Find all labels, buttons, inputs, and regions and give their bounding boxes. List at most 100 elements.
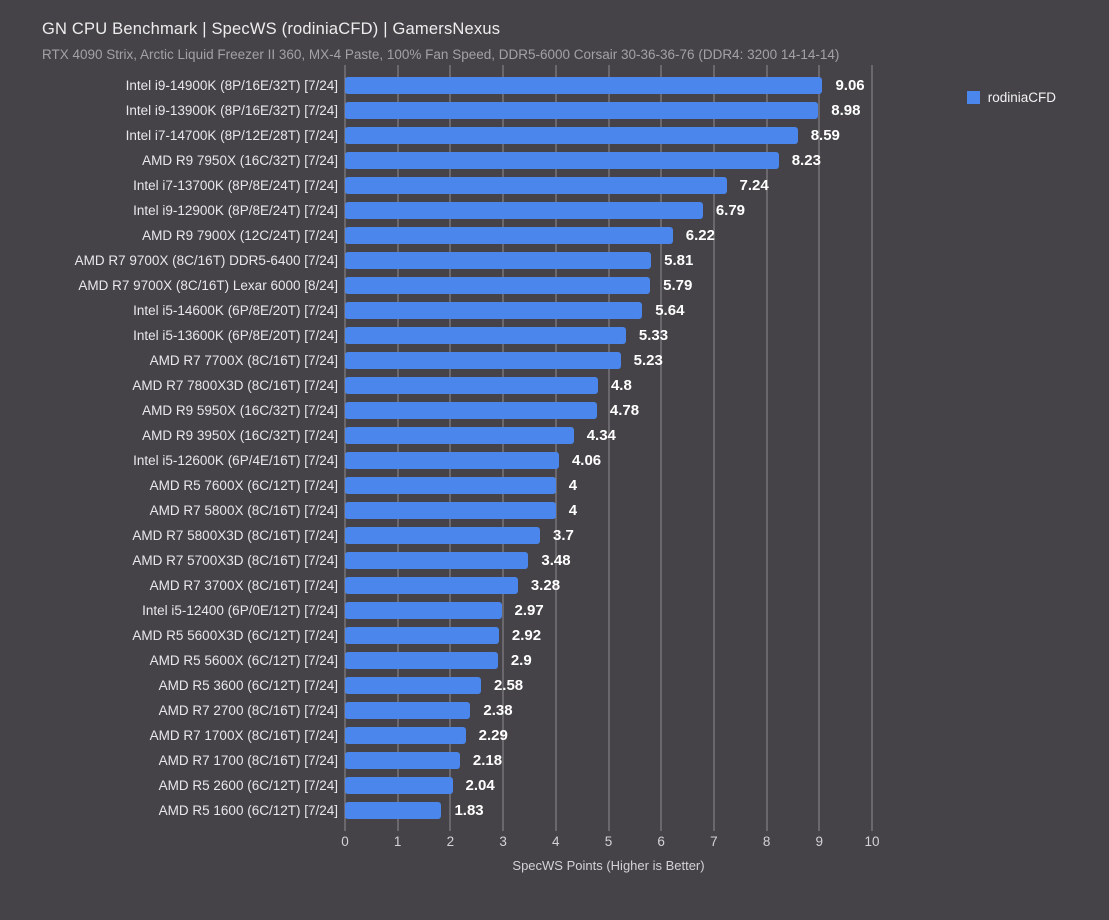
- bar-row: AMD R5 2600 (6C/12T) [7/24] 2.04: [0, 773, 1109, 798]
- bar-row: AMD R7 3700X (8C/16T) [7/24] 3.28: [0, 573, 1109, 598]
- bar-row: AMD R9 5950X (16C/32T) [7/24] 4.78: [0, 398, 1109, 423]
- value-label: 7.24: [739, 177, 769, 194]
- bar-row: AMD R7 5700X3D (8C/16T) [7/24] 3.48: [0, 548, 1109, 573]
- category-label: AMD R5 2600 (6C/12T) [7/24]: [158, 778, 338, 793]
- bar-row: Intel i7-14700K (8P/12E/28T) [7/24] 8.59: [0, 123, 1109, 148]
- category-label: AMD R9 5950X (16C/32T) [7/24]: [142, 403, 338, 418]
- bar-row: AMD R7 5800X (8C/16T) [7/24] 4: [0, 498, 1109, 523]
- bar: [345, 77, 823, 94]
- value-label: 8.98: [831, 102, 861, 119]
- bar: [345, 577, 518, 594]
- category-label: Intel i7-14700K (8P/12E/28T) [7/24]: [125, 128, 338, 143]
- bar: [345, 752, 460, 769]
- value-label: 8.23: [791, 152, 821, 169]
- bar-track: 2.04: [345, 773, 1045, 798]
- bar-row: AMD R5 3600 (6C/12T) [7/24] 2.58: [0, 673, 1109, 698]
- category-label: AMD R7 3700X (8C/16T) [7/24]: [149, 578, 338, 593]
- category-label: Intel i9-12900K (8P/8E/24T) [7/24]: [133, 203, 338, 218]
- legend: rodiniaCFD: [966, 90, 1056, 105]
- bar-track: 5.79: [345, 273, 1045, 298]
- bar: [345, 777, 453, 794]
- bar: [345, 252, 652, 269]
- chart-rows: Intel i9-14900K (8P/16E/32T) [7/24] 9.06 I…: [0, 73, 1109, 823]
- bar-track: 8.59: [345, 123, 1045, 148]
- bar: [345, 652, 498, 669]
- x-tick-label: 0: [341, 834, 349, 849]
- bar: [345, 227, 673, 244]
- value-label: 4.06: [571, 452, 602, 469]
- bar: [345, 402, 597, 419]
- bar: [345, 277, 651, 294]
- category-label: AMD R7 9700X (8C/16T) DDR5-6400 [7/24]: [74, 253, 338, 268]
- x-tick-label: 10: [864, 834, 880, 849]
- bar: [345, 427, 574, 444]
- category-label: Intel i9-13900K (8P/16E/32T) [7/24]: [125, 103, 338, 118]
- bar-track: 1.83: [345, 798, 1045, 823]
- category-label: AMD R5 7600X (6C/12T) [7/24]: [149, 478, 338, 493]
- bar-row: Intel i5-13600K (6P/8E/20T) [7/24] 5.33: [0, 323, 1109, 348]
- value-label: 3.48: [541, 552, 571, 569]
- bar: [345, 802, 442, 819]
- category-label: AMD R9 7950X (16C/32T) [7/24]: [142, 153, 338, 168]
- value-label: 5.79: [663, 277, 693, 294]
- chart-subtitle: RTX 4090 Strix, Arctic Liquid Freezer II…: [42, 47, 840, 62]
- value-label: 1.83: [454, 802, 484, 819]
- bar-track: 5.81: [345, 248, 1045, 273]
- bar-track: 8.23: [345, 148, 1045, 173]
- x-tick-label: 6: [657, 834, 665, 849]
- x-tick-label: 1: [393, 834, 402, 849]
- bar-track: 2.58: [345, 673, 1045, 698]
- value-label: 3.7: [552, 527, 574, 544]
- category-label: Intel i9-14900K (8P/16E/32T) [7/24]: [125, 78, 338, 93]
- value-label: 8.59: [810, 127, 840, 144]
- x-tick-label: 4: [552, 834, 560, 849]
- bar-row: AMD R9 7900X (12C/24T) [7/24] 6.22: [0, 223, 1109, 248]
- legend-label: rodiniaCFD: [987, 90, 1056, 105]
- category-label: Intel i5-12400 (6P/0E/12T) [7/24]: [142, 603, 338, 618]
- bar: [345, 477, 556, 494]
- x-tick-label: 3: [499, 834, 507, 849]
- bar-track: 4.8: [345, 373, 1045, 398]
- bar-track: 5.64: [345, 298, 1045, 323]
- value-label: 5.64: [655, 302, 685, 319]
- bar: [345, 377, 598, 394]
- bar: [345, 677, 481, 694]
- bar-track: 2.9: [345, 648, 1045, 673]
- bar: [345, 202, 703, 219]
- bar: [345, 177, 727, 194]
- bar: [345, 327, 626, 344]
- bar: [345, 627, 499, 644]
- value-label: 2.29: [478, 727, 508, 744]
- category-label: AMD R7 2700 (8C/16T) [7/24]: [158, 703, 338, 718]
- bar: [345, 352, 621, 369]
- bar: [345, 302, 643, 319]
- category-label: AMD R7 5700X3D (8C/16T) [7/24]: [132, 553, 338, 568]
- value-label: 2.38: [483, 702, 513, 719]
- category-label: Intel i5-13600K (6P/8E/20T) [7/24]: [133, 328, 338, 343]
- category-label: AMD R7 7800X3D (8C/16T) [7/24]: [132, 378, 338, 393]
- bar-track: 2.18: [345, 748, 1045, 773]
- bar-row: Intel i5-14600K (6P/8E/20T) [7/24] 5.64: [0, 298, 1109, 323]
- category-label: AMD R7 9700X (8C/16T) Lexar 6000 [8/24]: [78, 278, 338, 293]
- x-tick-label: 8: [762, 834, 771, 849]
- bar-row: Intel i7-13700K (8P/8E/24T) [7/24] 7.24: [0, 173, 1109, 198]
- bar-track: 2.97: [345, 598, 1045, 623]
- category-label: AMD R7 7700X (8C/16T) [7/24]: [149, 353, 338, 368]
- category-label: AMD R9 7900X (12C/24T) [7/24]: [142, 228, 338, 243]
- bar-track: 2.92: [345, 623, 1045, 648]
- x-axis: 0 1 2 3 4 5 6 7 8 9 10: [341, 831, 879, 855]
- value-label: 3.28: [530, 577, 561, 594]
- bar-row: AMD R7 2700 (8C/16T) [7/24] 2.38: [0, 698, 1109, 723]
- category-label: Intel i7-13700K (8P/8E/24T) [7/24]: [133, 178, 338, 193]
- bar-track: 2.38: [345, 698, 1045, 723]
- bar-track: 8.98: [345, 98, 1045, 123]
- bar-row: AMD R7 7700X (8C/16T) [7/24] 5.23: [0, 348, 1109, 373]
- bar: [345, 727, 466, 744]
- value-label: 4.34: [586, 427, 616, 444]
- category-label: AMD R5 5600X3D (6C/12T) [7/24]: [132, 628, 338, 643]
- value-label: 2.97: [514, 602, 544, 619]
- chart-title: GN CPU Benchmark | SpecWS (rodiniaCFD) |…: [42, 20, 501, 38]
- x-tick-label: 5: [604, 834, 613, 849]
- bar-row: AMD R9 3950X (16C/32T) [7/24] 4.34: [0, 423, 1109, 448]
- category-label: Intel i5-12600K (6P/4E/16T) [7/24]: [133, 453, 338, 468]
